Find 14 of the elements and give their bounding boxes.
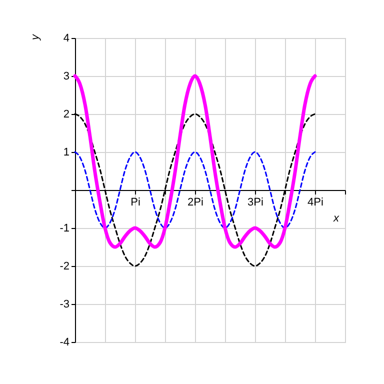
x-tick-label: 3Pi bbox=[248, 196, 264, 208]
y-tick-label: 3 bbox=[63, 70, 70, 82]
x-tick-label: 2Pi bbox=[188, 196, 204, 208]
y-tick-label: -2 bbox=[60, 260, 70, 272]
x-tick-label: Pi bbox=[130, 196, 140, 208]
y-tick-label: 2 bbox=[63, 108, 70, 120]
y-tick-label: -1 bbox=[60, 222, 70, 234]
y-tick-label: -3 bbox=[60, 298, 70, 310]
y-tick-label: -4 bbox=[60, 336, 70, 348]
y-tick-label: 4 bbox=[63, 32, 70, 44]
y-axis-title: y bbox=[30, 33, 42, 41]
x-axis-title: x bbox=[332, 212, 340, 224]
x-tick-label: 4Pi bbox=[308, 196, 324, 208]
y-tick-label: 1 bbox=[63, 146, 70, 158]
